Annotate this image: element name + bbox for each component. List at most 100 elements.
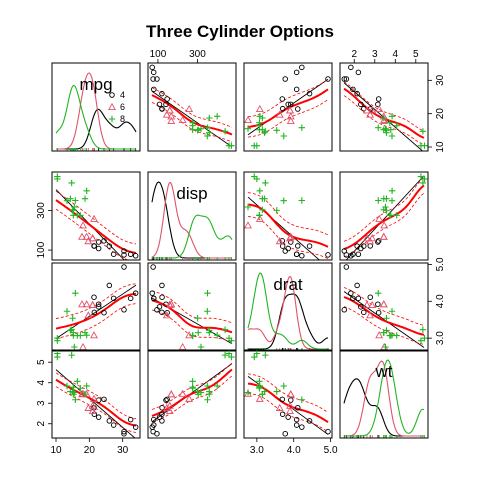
point-cyl-6 [79, 221, 87, 229]
point-cyl-4 [375, 239, 381, 245]
point-cyl-8 [244, 203, 252, 211]
point-cyl-4 [285, 414, 291, 420]
tick-label-right: 30 [435, 74, 446, 86]
point-cyl-6 [379, 116, 388, 125]
point-cyl-4 [367, 243, 374, 249]
point-cyl-6 [255, 104, 264, 113]
point-cyl-6 [88, 401, 97, 409]
point-cyl-8 [68, 326, 75, 333]
point-cyl-4 [299, 64, 305, 71]
legend-symbol-4 [109, 92, 115, 98]
tick-label-top: 5 [413, 49, 419, 60]
point-cyl-6 [78, 300, 86, 308]
point-cyl-8 [189, 119, 196, 126]
point-cyl-8 [417, 337, 425, 344]
density-4 [248, 293, 329, 350]
tick-label-top: 100 [150, 49, 167, 60]
tick-label-right: 10 [435, 141, 446, 153]
point-cyl-4 [159, 90, 165, 97]
point-cyl-4 [149, 290, 155, 296]
point-cyl-8 [375, 124, 382, 131]
tick-label-bottom: 4.0 [287, 445, 301, 456]
point-cyl-4 [306, 243, 313, 249]
point-cyl-8 [262, 179, 269, 187]
point-cyl-4 [91, 411, 98, 417]
point-cyl-4 [375, 101, 381, 108]
point-cyl-4 [95, 304, 102, 310]
panel-disp-vs-mpg [51, 171, 141, 261]
point-cyl-4 [375, 238, 382, 244]
tick-label-top: 300 [189, 49, 206, 60]
tick-label-left: 2 [36, 421, 47, 427]
point-cyl-4 [361, 309, 367, 316]
point-cyl-8 [189, 332, 196, 339]
point-cyl-8 [204, 124, 211, 131]
point-cyl-4 [150, 264, 156, 270]
point-cyl-6 [368, 106, 377, 114]
point-cyl-4 [159, 282, 165, 289]
point-cyl-4 [350, 86, 356, 93]
point-cyl-8 [69, 207, 76, 214]
panel-frame [51, 349, 141, 439]
point-cyl-4 [121, 248, 127, 254]
point-cyl-8 [74, 378, 81, 385]
point-cyl-4 [293, 86, 300, 93]
point-cyl-6 [82, 232, 91, 240]
point-cyl-6 [79, 342, 87, 351]
tick-label-bottom: 3.0 [250, 445, 264, 456]
point-cyl-4 [350, 295, 356, 302]
point-cyl-4 [164, 396, 170, 403]
panel-mpg-vs-drat [243, 62, 333, 152]
point-cyl-8 [189, 378, 196, 385]
point-cyl-4 [306, 418, 313, 424]
point-cyl-4 [91, 294, 97, 300]
point-cyl-4 [288, 397, 294, 403]
point-cyl-6 [286, 401, 294, 409]
point-cyl-8 [228, 353, 235, 361]
point-cyl-8 [273, 207, 280, 214]
point-cyl-8 [262, 351, 269, 359]
point-cyl-4 [121, 428, 127, 435]
point-cyl-8 [63, 382, 71, 390]
point-cyl-6 [375, 214, 384, 222]
point-cyl-6 [178, 389, 187, 397]
point-cyl-8 [71, 203, 78, 211]
point-cyl-4 [358, 304, 364, 310]
point-cyl-4 [95, 414, 102, 420]
point-cyl-8 [421, 142, 428, 149]
spread-band-up [151, 290, 233, 324]
point-cyl-6 [366, 311, 375, 319]
point-cyl-6 [363, 300, 371, 308]
point-cyl-8 [375, 197, 382, 204]
point-cyl-8 [81, 391, 89, 398]
point-cyl-4 [132, 424, 139, 430]
panel-frame [147, 62, 237, 152]
point-cyl-8 [206, 129, 213, 136]
point-cyl-4 [279, 243, 286, 249]
point-cyl-4 [343, 76, 350, 82]
tick-label-right: 5.0 [435, 257, 446, 271]
point-cyl-6 [375, 104, 384, 113]
panel-drat-vs-wt [339, 262, 429, 352]
point-cyl-8 [77, 332, 84, 339]
point-cyl-6 [90, 394, 98, 402]
point-cyl-8 [225, 142, 233, 149]
panel-frame [243, 262, 333, 352]
point-cyl-8 [383, 315, 390, 322]
point-cyl-8 [388, 197, 396, 204]
point-cyl-8 [388, 132, 396, 140]
panel-wt-vs-drat [243, 349, 333, 439]
regression-line [151, 90, 233, 148]
point-cyl-8 [70, 206, 77, 213]
point-cyl-6 [286, 390, 295, 398]
point-cyl-8 [70, 212, 77, 219]
point-cyl-4 [151, 295, 157, 302]
smoother-line [247, 88, 329, 128]
point-cyl-4 [343, 264, 350, 270]
point-cyl-4 [295, 243, 301, 249]
point-cyl-4 [101, 309, 107, 316]
point-cyl-8 [54, 175, 61, 183]
point-cyl-6 [88, 234, 97, 242]
point-cyl-8 [380, 126, 387, 133]
point-cyl-6 [167, 116, 176, 125]
